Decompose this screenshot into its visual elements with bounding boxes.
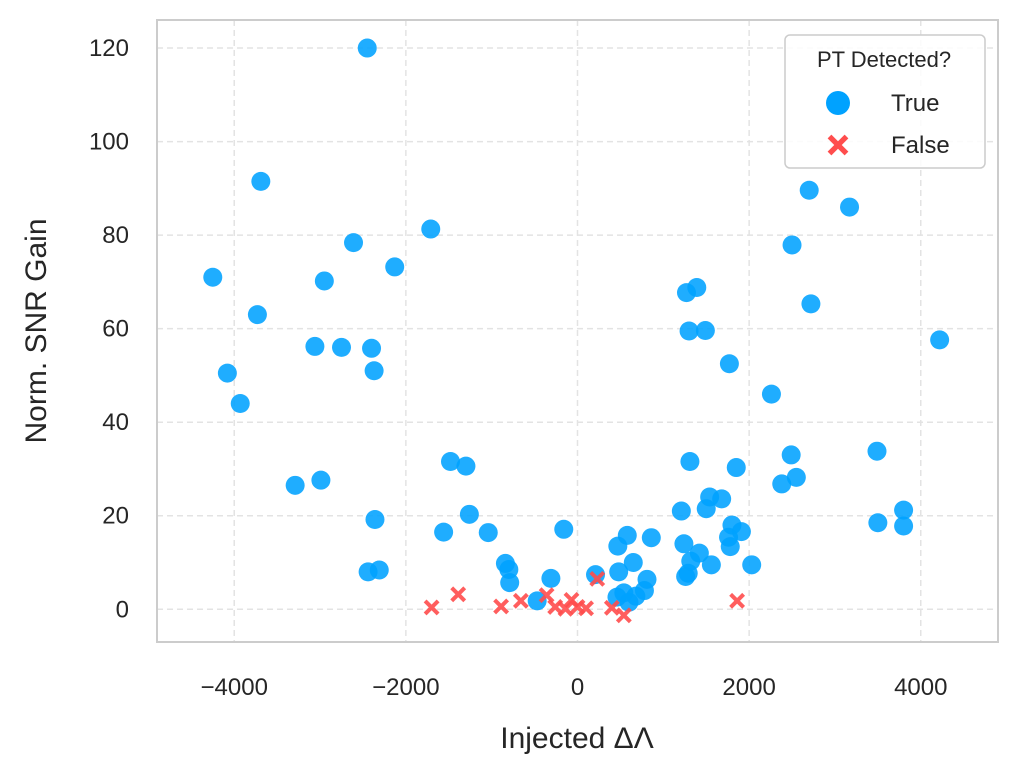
data-points xyxy=(203,38,950,624)
point-true xyxy=(761,384,781,404)
point-true xyxy=(742,555,762,575)
point-true xyxy=(285,475,305,495)
legend-box xyxy=(784,34,986,169)
point-true xyxy=(440,451,460,471)
point-true xyxy=(217,363,237,383)
point-false xyxy=(423,599,440,616)
point-true xyxy=(251,171,271,191)
legend-false-marker xyxy=(827,134,849,156)
point-false xyxy=(615,607,632,624)
y-axis-label: Norm. SNR Gain xyxy=(20,218,53,443)
x-tick-label: 0 xyxy=(571,674,584,701)
point-true xyxy=(894,516,914,536)
point-false xyxy=(578,600,595,617)
x-tick-label: 2000 xyxy=(722,674,775,701)
point-true xyxy=(772,474,792,494)
point-true xyxy=(726,458,746,478)
x-tick-label: 4000 xyxy=(894,674,947,701)
point-true xyxy=(781,445,801,465)
point-true xyxy=(500,573,520,593)
y-tick-label: 0 xyxy=(116,596,129,623)
y-tick-label: 40 xyxy=(102,409,129,436)
point-false xyxy=(538,587,555,604)
y-tick-label: 60 xyxy=(102,316,129,343)
legend-false-x xyxy=(827,134,849,156)
point-true xyxy=(641,528,661,548)
point-true xyxy=(687,278,707,298)
legend-true-marker xyxy=(826,91,850,115)
point-true xyxy=(203,267,223,287)
plot-frame xyxy=(156,19,999,643)
point-true xyxy=(720,537,740,557)
legend-false-label: False xyxy=(891,132,950,159)
x-tick-label: −4000 xyxy=(201,674,268,701)
y-tick-label: 120 xyxy=(89,35,129,62)
point-true xyxy=(680,451,700,471)
point-true xyxy=(689,543,709,563)
point-true xyxy=(385,257,405,277)
point-true xyxy=(230,393,250,413)
point-true xyxy=(623,552,643,572)
point-true xyxy=(609,562,629,582)
point-true xyxy=(679,321,699,341)
point-false xyxy=(450,586,467,603)
legend-title: PT Detected? xyxy=(817,47,951,72)
point-true xyxy=(305,336,325,356)
point-true xyxy=(421,219,441,239)
point-true xyxy=(840,197,860,217)
point-true xyxy=(719,354,739,374)
point-true xyxy=(671,501,691,521)
point-false xyxy=(589,570,606,587)
point-true xyxy=(712,489,732,509)
point-true xyxy=(369,560,389,580)
point-true xyxy=(314,271,334,291)
point-true xyxy=(731,522,751,542)
point-true xyxy=(311,470,331,490)
point-false xyxy=(729,592,746,609)
point-true xyxy=(478,523,498,543)
point-true xyxy=(332,337,352,357)
point-true xyxy=(357,38,377,58)
point-true xyxy=(637,569,657,589)
point-true xyxy=(782,235,802,255)
point-true xyxy=(362,338,382,358)
point-true xyxy=(701,555,721,575)
point-true xyxy=(930,330,950,350)
legend: PT Detected? True False xyxy=(784,34,986,169)
point-true xyxy=(554,519,574,539)
point-true xyxy=(541,568,561,588)
point-true xyxy=(786,467,806,487)
point-true xyxy=(527,591,547,611)
point-false xyxy=(557,600,574,617)
x-tick-label: −2000 xyxy=(372,674,439,701)
point-true xyxy=(894,500,914,520)
point-false xyxy=(603,599,620,616)
point-true xyxy=(695,321,715,341)
point-false xyxy=(493,598,510,615)
point-true xyxy=(617,525,637,545)
y-tick-label: 100 xyxy=(89,129,129,156)
point-true xyxy=(674,534,694,554)
point-true xyxy=(247,305,267,325)
y-tick-label: 80 xyxy=(102,222,129,249)
point-true xyxy=(867,441,887,461)
point-true xyxy=(434,522,454,542)
point-true xyxy=(344,233,364,253)
point-false xyxy=(512,592,529,609)
point-true xyxy=(459,504,479,524)
y-tick-label: 20 xyxy=(102,503,129,530)
point-true xyxy=(365,509,385,529)
legend-true-label: True xyxy=(891,90,939,117)
point-true xyxy=(456,456,476,476)
point-true xyxy=(801,294,821,314)
y-tick-labels: 0 20 40 60 80 100 120 xyxy=(89,35,129,623)
x-axis-label: Injected ΔΛ xyxy=(500,722,654,755)
point-true xyxy=(364,361,384,381)
point-true xyxy=(868,513,888,533)
point-true xyxy=(799,180,819,200)
x-tick-labels: −4000 −2000 0 2000 4000 xyxy=(201,674,948,701)
